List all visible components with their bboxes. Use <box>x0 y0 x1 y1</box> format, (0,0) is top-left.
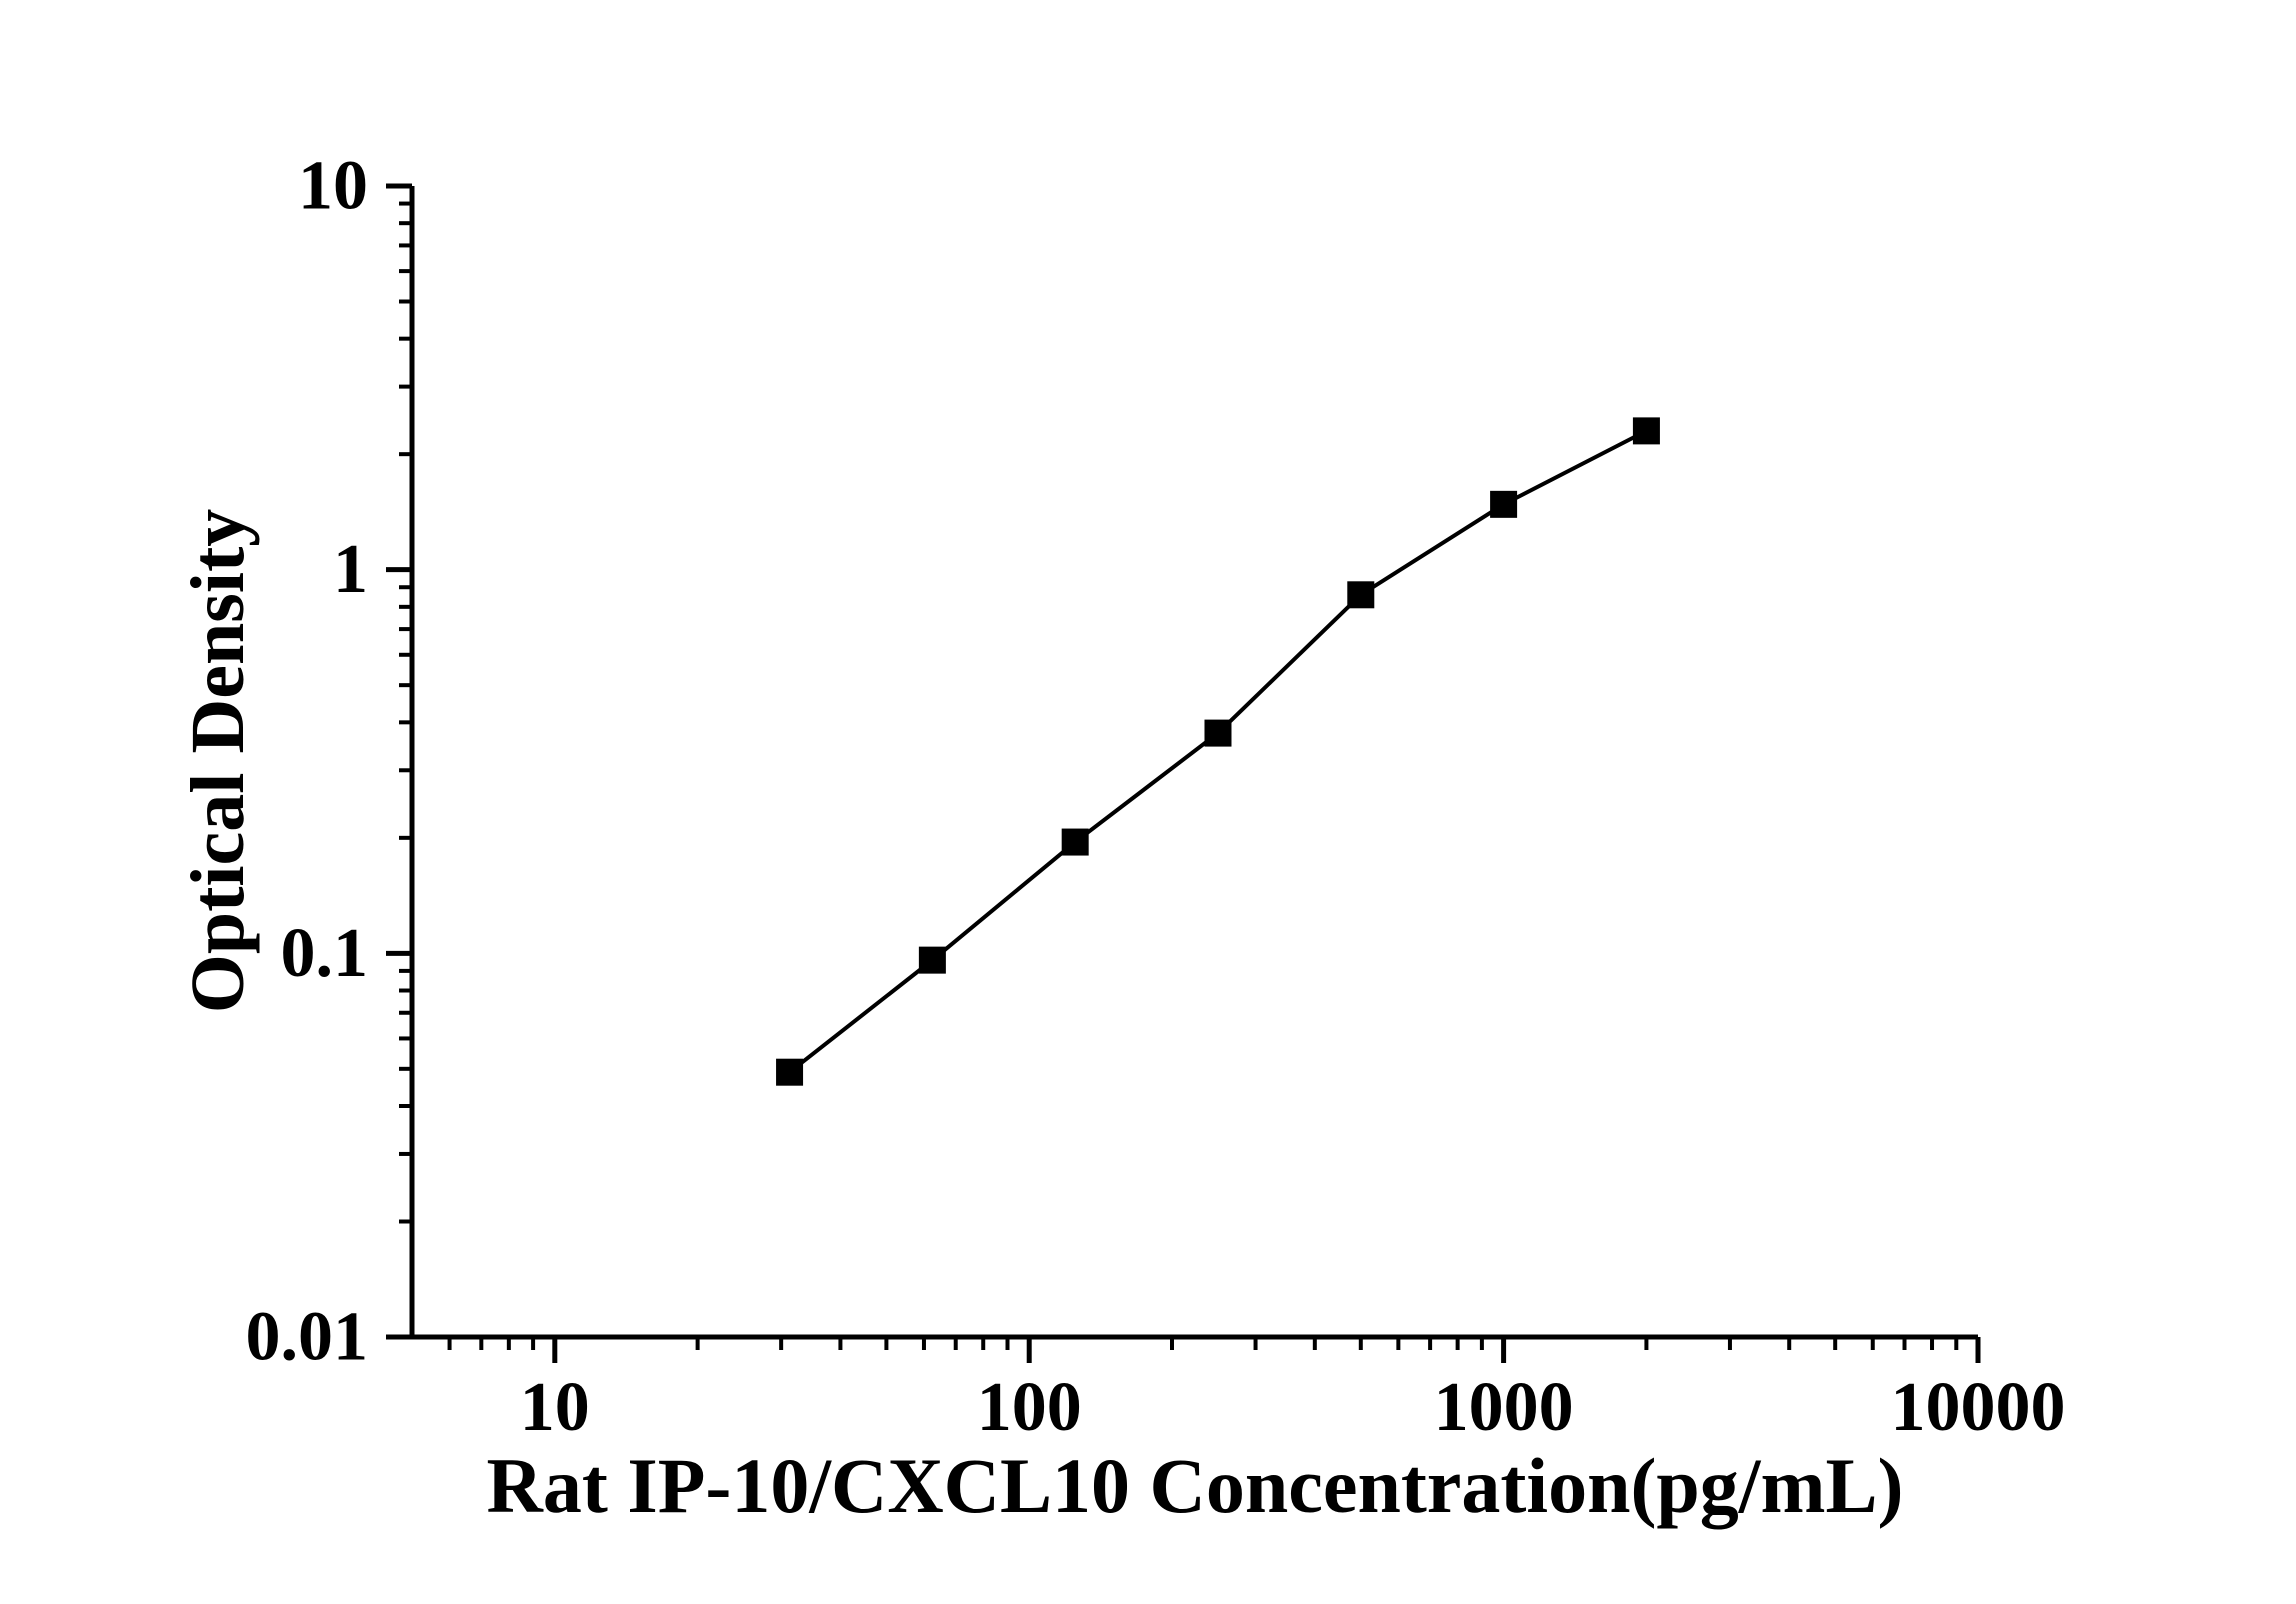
y-tick-label: 0.1 <box>281 915 369 992</box>
y-tick-label: 1 <box>333 531 368 608</box>
y-tick-label: 10 <box>298 148 368 225</box>
x-axis-title: Rat IP-10/CXCL10 Concentration(pg/mL) <box>486 1442 1904 1529</box>
x-tick-label: 1000 <box>1434 1369 1574 1446</box>
series-line <box>788 429 1648 1074</box>
x-tick-label: 10 <box>520 1369 590 1446</box>
x-tick-label: 10000 <box>1891 1369 2066 1446</box>
data-point-marker <box>1490 490 1518 518</box>
data-point-marker <box>1061 828 1089 856</box>
axis-spines <box>409 186 1978 1340</box>
data-point-marker <box>1204 719 1232 747</box>
data-point-marker <box>776 1058 804 1086</box>
y-tick-label: 0.01 <box>246 1299 369 1376</box>
data-point-marker <box>1347 581 1375 609</box>
data-point-marker <box>918 946 946 974</box>
y-axis-title: Optical Density <box>176 508 260 1014</box>
data-point-marker <box>1632 417 1660 445</box>
x-tick-label: 100 <box>977 1369 1082 1446</box>
